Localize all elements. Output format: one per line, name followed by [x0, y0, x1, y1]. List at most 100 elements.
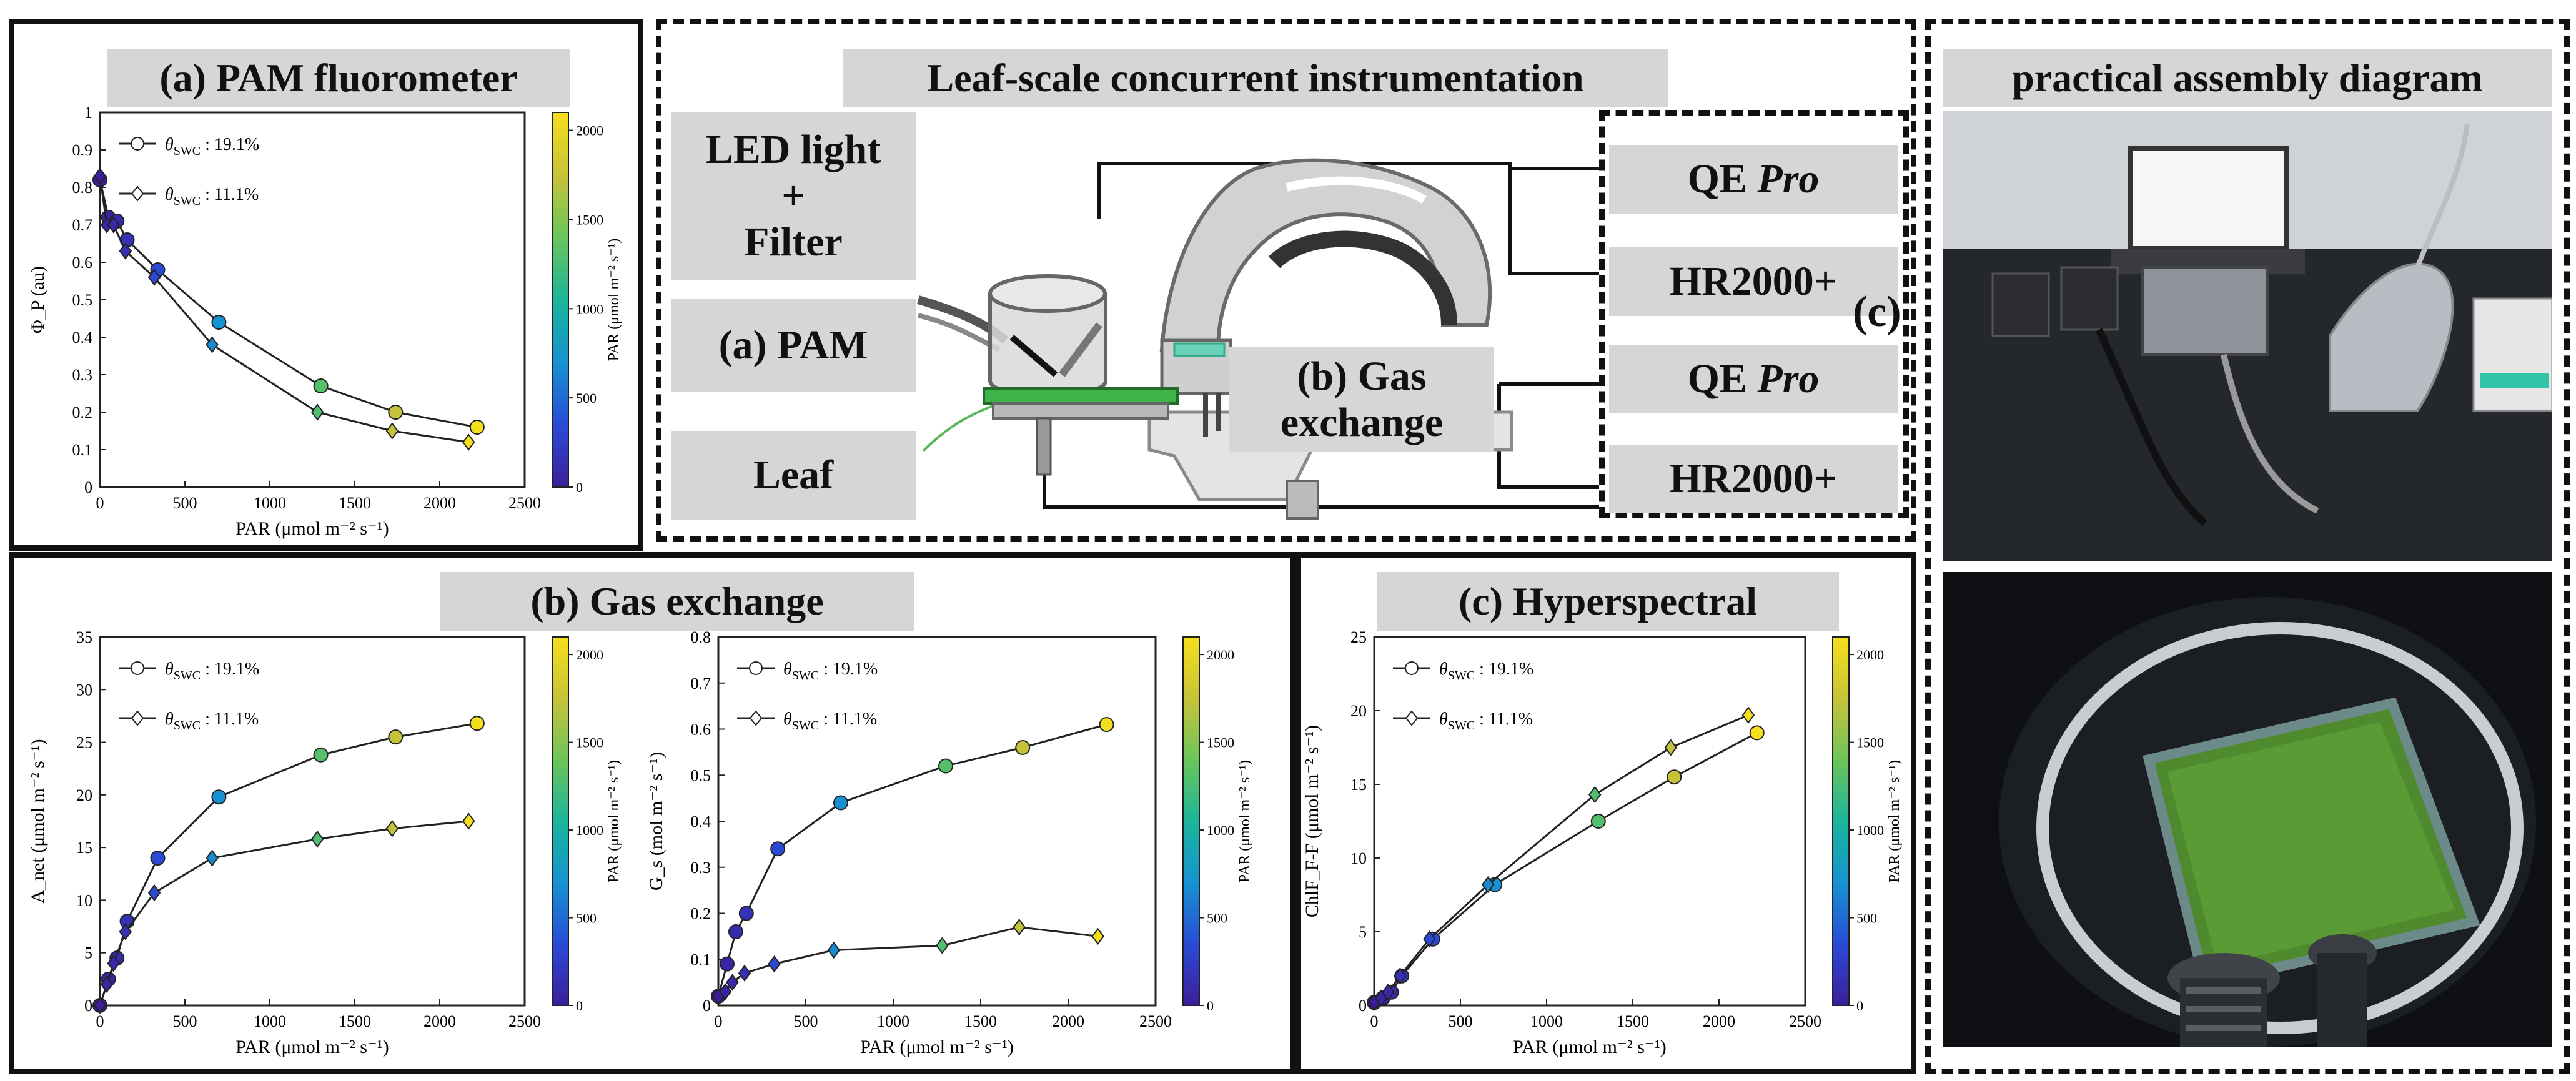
y-tick-label: 0.4: [691, 812, 711, 831]
assembly-panel-title: practical assembly diagram: [1943, 49, 2552, 107]
y-axis-label: G_s (mol m⁻² s⁻¹): [650, 752, 666, 891]
plot-area: [99, 636, 526, 1007]
data-point-diamond: [738, 964, 751, 982]
data-point-circle: [150, 851, 166, 866]
colorbar-tick-label: 2000: [1207, 647, 1234, 663]
data-point-diamond: [1664, 739, 1677, 756]
y-tick-label: 0.8: [72, 179, 93, 197]
colorbar-tick-label: 0: [1207, 998, 1214, 1014]
gs-chart-svg: 0 500 1000 1500 2000 2500 0 0.1 0.2 0.3 0.4 0.5 0.6 0…: [646, 628, 1253, 1057]
data-point-circle: [720, 956, 735, 972]
legend-marker-circle: [749, 661, 763, 675]
x-tick-label: 2500: [508, 1012, 541, 1030]
data-point-circle: [469, 420, 485, 435]
data-point-diamond: [93, 167, 107, 185]
y-tick-label: 0.8: [691, 628, 711, 646]
leaf-chamber-photo-svg: [1999, 597, 2536, 1047]
data-point-circle: [313, 747, 329, 763]
y-tick-label: 0: [703, 997, 711, 1015]
assembly-panel: [1925, 19, 2570, 1074]
colorbar-tick-label: 2000: [1856, 647, 1884, 663]
colorbar-label: PAR (μmol m⁻² s⁻¹): [1237, 760, 1253, 882]
y-tick-label: 15: [76, 839, 92, 857]
connector-qe1-top: [1097, 162, 1599, 275]
colorbar-tick-label: 0: [576, 998, 583, 1014]
x-tick-label: 500: [173, 1012, 197, 1030]
pam-panel: [9, 19, 643, 551]
data-point-diamond: [718, 983, 732, 1000]
legend-entry-2: θSWC : 11.1%: [165, 709, 259, 733]
pam-chart-svg: 0 500 1000 1500 2000 250000.10.20.30.40.50.60…: [27, 104, 622, 539]
pam-probe: [1009, 335, 1058, 377]
colorbar-tick-label: 0: [576, 480, 583, 495]
x-tick-label: 1000: [877, 1012, 909, 1030]
data-point-circle: [1015, 740, 1031, 755]
data-point-diamond: [827, 941, 841, 959]
gas-exchange-panel: [9, 552, 1295, 1074]
assembly-photo-svg: [1943, 111, 2552, 561]
clip-post: [1036, 417, 1052, 476]
plot-area: [1373, 636, 1806, 1007]
y-tick-label: 0.6: [691, 721, 711, 739]
hyperspectral-panel: [1295, 552, 1916, 1074]
y-tick-label: 1: [84, 104, 92, 122]
y-tick-label: 0: [84, 997, 92, 1015]
legend-entry-1: θSWC : 19.1%: [165, 135, 259, 158]
data-point-diamond: [1091, 927, 1104, 945]
qe-pro-box-2: QE Pro: [1609, 345, 1898, 413]
x-tick-label: 1500: [1617, 1012, 1649, 1030]
x-tick-label: 500: [1449, 1012, 1473, 1030]
x-tick-label: 1500: [339, 494, 371, 512]
leaf-box: Leaf: [671, 431, 916, 520]
legend-entry-2: θSWC : 11.1%: [783, 709, 877, 733]
y-tick-label: 5: [1359, 923, 1367, 941]
legend-marker-circle: [131, 661, 144, 675]
legend-entry-1: θSWC : 19.1%: [1439, 659, 1533, 683]
data-point-diamond: [119, 923, 132, 940]
y-axis-label: ChlF_F-F (μmol m⁻² s⁻¹): [1305, 725, 1322, 917]
legend-marker-circle: [131, 137, 144, 151]
x-tick-label: 0: [96, 494, 104, 512]
data-point-circle: [388, 729, 404, 745]
chamber-spring: [1203, 393, 1221, 437]
arm-foot: [1286, 480, 1319, 520]
colorbar-tick-label: 500: [1207, 911, 1227, 926]
data-point-diamond: [206, 336, 219, 353]
filter-label: Filter: [744, 219, 843, 265]
data-point-diamond: [119, 242, 132, 260]
data-point-diamond: [726, 974, 739, 991]
x-tick-label: 2500: [1789, 1012, 1821, 1030]
data-point-diamond: [385, 820, 399, 837]
y-tick-label: 0.6: [72, 254, 93, 272]
hyperspectral-panel-title: (c) Hyperspectral: [1377, 572, 1839, 631]
x-tick-label: 2000: [424, 494, 456, 512]
legend-marker-diamond: [1405, 710, 1419, 726]
y-tick-label: 10: [76, 891, 92, 909]
qe2-label: QE: [1687, 356, 1747, 402]
data-point-circle: [388, 405, 404, 420]
c-label: (c): [1853, 288, 1901, 336]
y-tick-label: 0.4: [72, 328, 93, 347]
data-point-diamond: [462, 433, 475, 451]
fiber-cable-2: [918, 313, 1001, 352]
data-point-circle: [469, 716, 485, 731]
data-point-circle: [770, 841, 786, 857]
x-tick-label: 500: [794, 1012, 818, 1030]
data-point-diamond: [1481, 876, 1495, 894]
x-tick-label: 0: [1370, 1012, 1379, 1030]
data-point-diamond: [310, 403, 324, 421]
x-tick-label: 2500: [1139, 1012, 1172, 1030]
gs-chart: 0 500 1000 1500 2000 2500 0 0.1 0.2 0.3 0.4 0.5 0.6 0…: [646, 618, 1293, 1068]
x-tick-label: 2000: [1703, 1012, 1735, 1030]
y-tick-label: 0.3: [691, 859, 711, 877]
y-tick-label: 0.1: [691, 950, 711, 969]
data-point-diamond: [768, 955, 781, 973]
y-tick-label: 25: [1350, 628, 1367, 646]
data-point-diamond: [1588, 786, 1602, 804]
data-point-diamond: [936, 937, 949, 954]
pam-cup-top: [988, 274, 1107, 313]
y-tick-label: 0.1: [72, 441, 93, 459]
chamber-seal: [1173, 342, 1226, 357]
colorbar: [1182, 636, 1200, 1006]
y-tick-label: 0.5: [691, 766, 711, 784]
